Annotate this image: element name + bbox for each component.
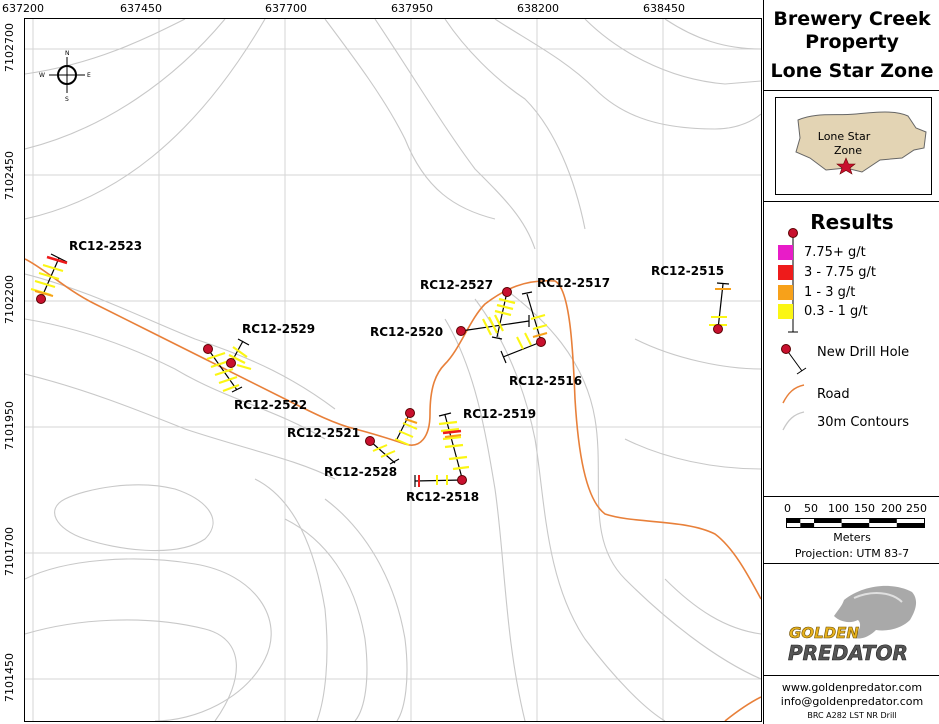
legend-drill-symbol-icon [788,228,798,333]
x-tick-label: 637200 [2,2,44,15]
scale-label: 250 [906,502,927,515]
x-tick-label: 637950 [391,2,433,15]
y-tick-label: 7102700 [3,23,16,72]
contour-lines [25,19,761,721]
y-tick-label: 7102450 [3,151,16,200]
legend-label: 1 - 3 g/t [804,284,856,300]
drill-collar-icon [226,358,236,368]
swatch-magenta [778,244,793,260]
legend-item-orange: 1 - 3 g/t [778,284,855,300]
drill-collar-icon [365,436,375,446]
drill-collar-icon [457,475,467,485]
hole-label: RC12-2519 [463,407,536,421]
star-icon [836,157,856,175]
drill-traces [30,253,731,487]
swatch-yellow [778,303,793,319]
inset-label-line-2: Zone [834,144,862,157]
location-inset-map: Lone Star Zone [775,97,932,195]
scale-label: 0 [784,502,791,515]
swatch-orange [778,284,793,300]
drill-collar-icon [456,326,466,336]
map-title: Brewery Creek Property Lone Star Zone [764,8,939,83]
legend-label: 0.3 - 1 g/t [804,303,868,319]
hole-label: RC12-2522 [234,398,307,412]
legend-contours: 30m Contours [817,414,910,430]
hole-label: RC12-2515 [651,264,724,278]
drill-collar-icon [713,324,723,334]
title-line-1: Brewery Creek [773,8,931,30]
scale-bar-graphic [786,518,925,528]
road [25,258,761,600]
drill-collar-icon [502,287,512,297]
hole-label: RC12-2517 [537,276,610,290]
results-title: Results [810,210,894,234]
new-drill-hole-icon [781,344,807,375]
hole-label: RC12-2528 [324,465,397,479]
hole-label: RC12-2523 [69,239,142,253]
title-line-2: Property [805,31,899,53]
email-link[interactable]: info@goldenpredator.com [780,695,924,708]
legend-item-red: 3 - 7.75 g/t [778,264,876,280]
swatch-red [778,264,793,280]
document-id: BRC A282 LST NR Drill [807,711,897,720]
contour-line-icon [782,411,805,431]
y-tick-label: 7101950 [3,401,16,450]
scale-label: 100 [828,502,849,515]
y-tick-label: 7102200 [3,275,16,324]
golden-predator-logo: GOLDEN PREDATOR [784,580,924,670]
logo-text-predator: PREDATOR [788,641,908,665]
scale-label: 50 [804,502,818,515]
legend-item-yellow: 0.3 - 1 g/t [778,303,868,319]
legend-road: Road [817,386,850,402]
drill-hole-labels: RC12-2523 RC12-2529 RC12-2522 RC12-2521 … [69,239,724,504]
website-link[interactable]: www.goldenpredator.com [781,681,923,694]
compass-e: E [87,72,91,79]
drill-collars[interactable] [36,287,723,485]
scale-label: 200 [881,502,902,515]
hole-label: RC12-2518 [406,490,479,504]
scale-unit: Meters [833,531,871,544]
compass-s: S [65,96,69,103]
drill-collar-icon [36,294,46,304]
y-tick-label: 7101700 [3,527,16,576]
x-tick-label: 638200 [517,2,559,15]
legend-label: 3 - 7.75 g/t [804,264,877,280]
legend-new-drill-hole: New Drill Hole [817,344,910,360]
drill-collar-icon [203,344,213,354]
title-line-3: Lone Star Zone [770,60,934,82]
projection-text: Projection: UTM 83-7 [794,547,910,560]
inset-label-line-1: Lone Star [818,130,871,143]
hole-label: RC12-2521 [287,426,360,440]
road-line-icon [782,384,805,404]
x-tick-label: 637450 [120,2,162,15]
drill-collar-icon [536,337,546,347]
legend-label: 7.75+ g/t [804,244,866,260]
x-tick-label: 637700 [265,2,307,15]
map-canvas[interactable]: N S E W [24,18,762,722]
compass-rose-icon: N S E W [39,50,91,103]
hole-label: RC12-2527 [420,278,493,292]
compass-n: N [65,50,70,57]
compass-w: W [39,72,45,79]
hole-label: RC12-2529 [242,322,315,336]
drill-collar-icon [405,408,415,418]
legend-item-high: 7.75+ g/t [778,244,866,260]
logo-text-golden: GOLDEN [789,624,859,642]
legend-panel: Brewery Creek Property Lone Star Zone Lo… [763,0,939,724]
y-tick-label: 7101450 [3,653,16,702]
coordinate-grid [25,19,761,721]
hole-label: RC12-2516 [509,374,582,388]
contact-block: www.goldenpredator.com info@goldenpredat… [764,681,939,723]
hole-label: RC12-2520 [370,325,443,339]
scale-label: 150 [854,502,875,515]
map-svg: N S E W [25,19,761,721]
x-tick-label: 638450 [643,2,685,15]
